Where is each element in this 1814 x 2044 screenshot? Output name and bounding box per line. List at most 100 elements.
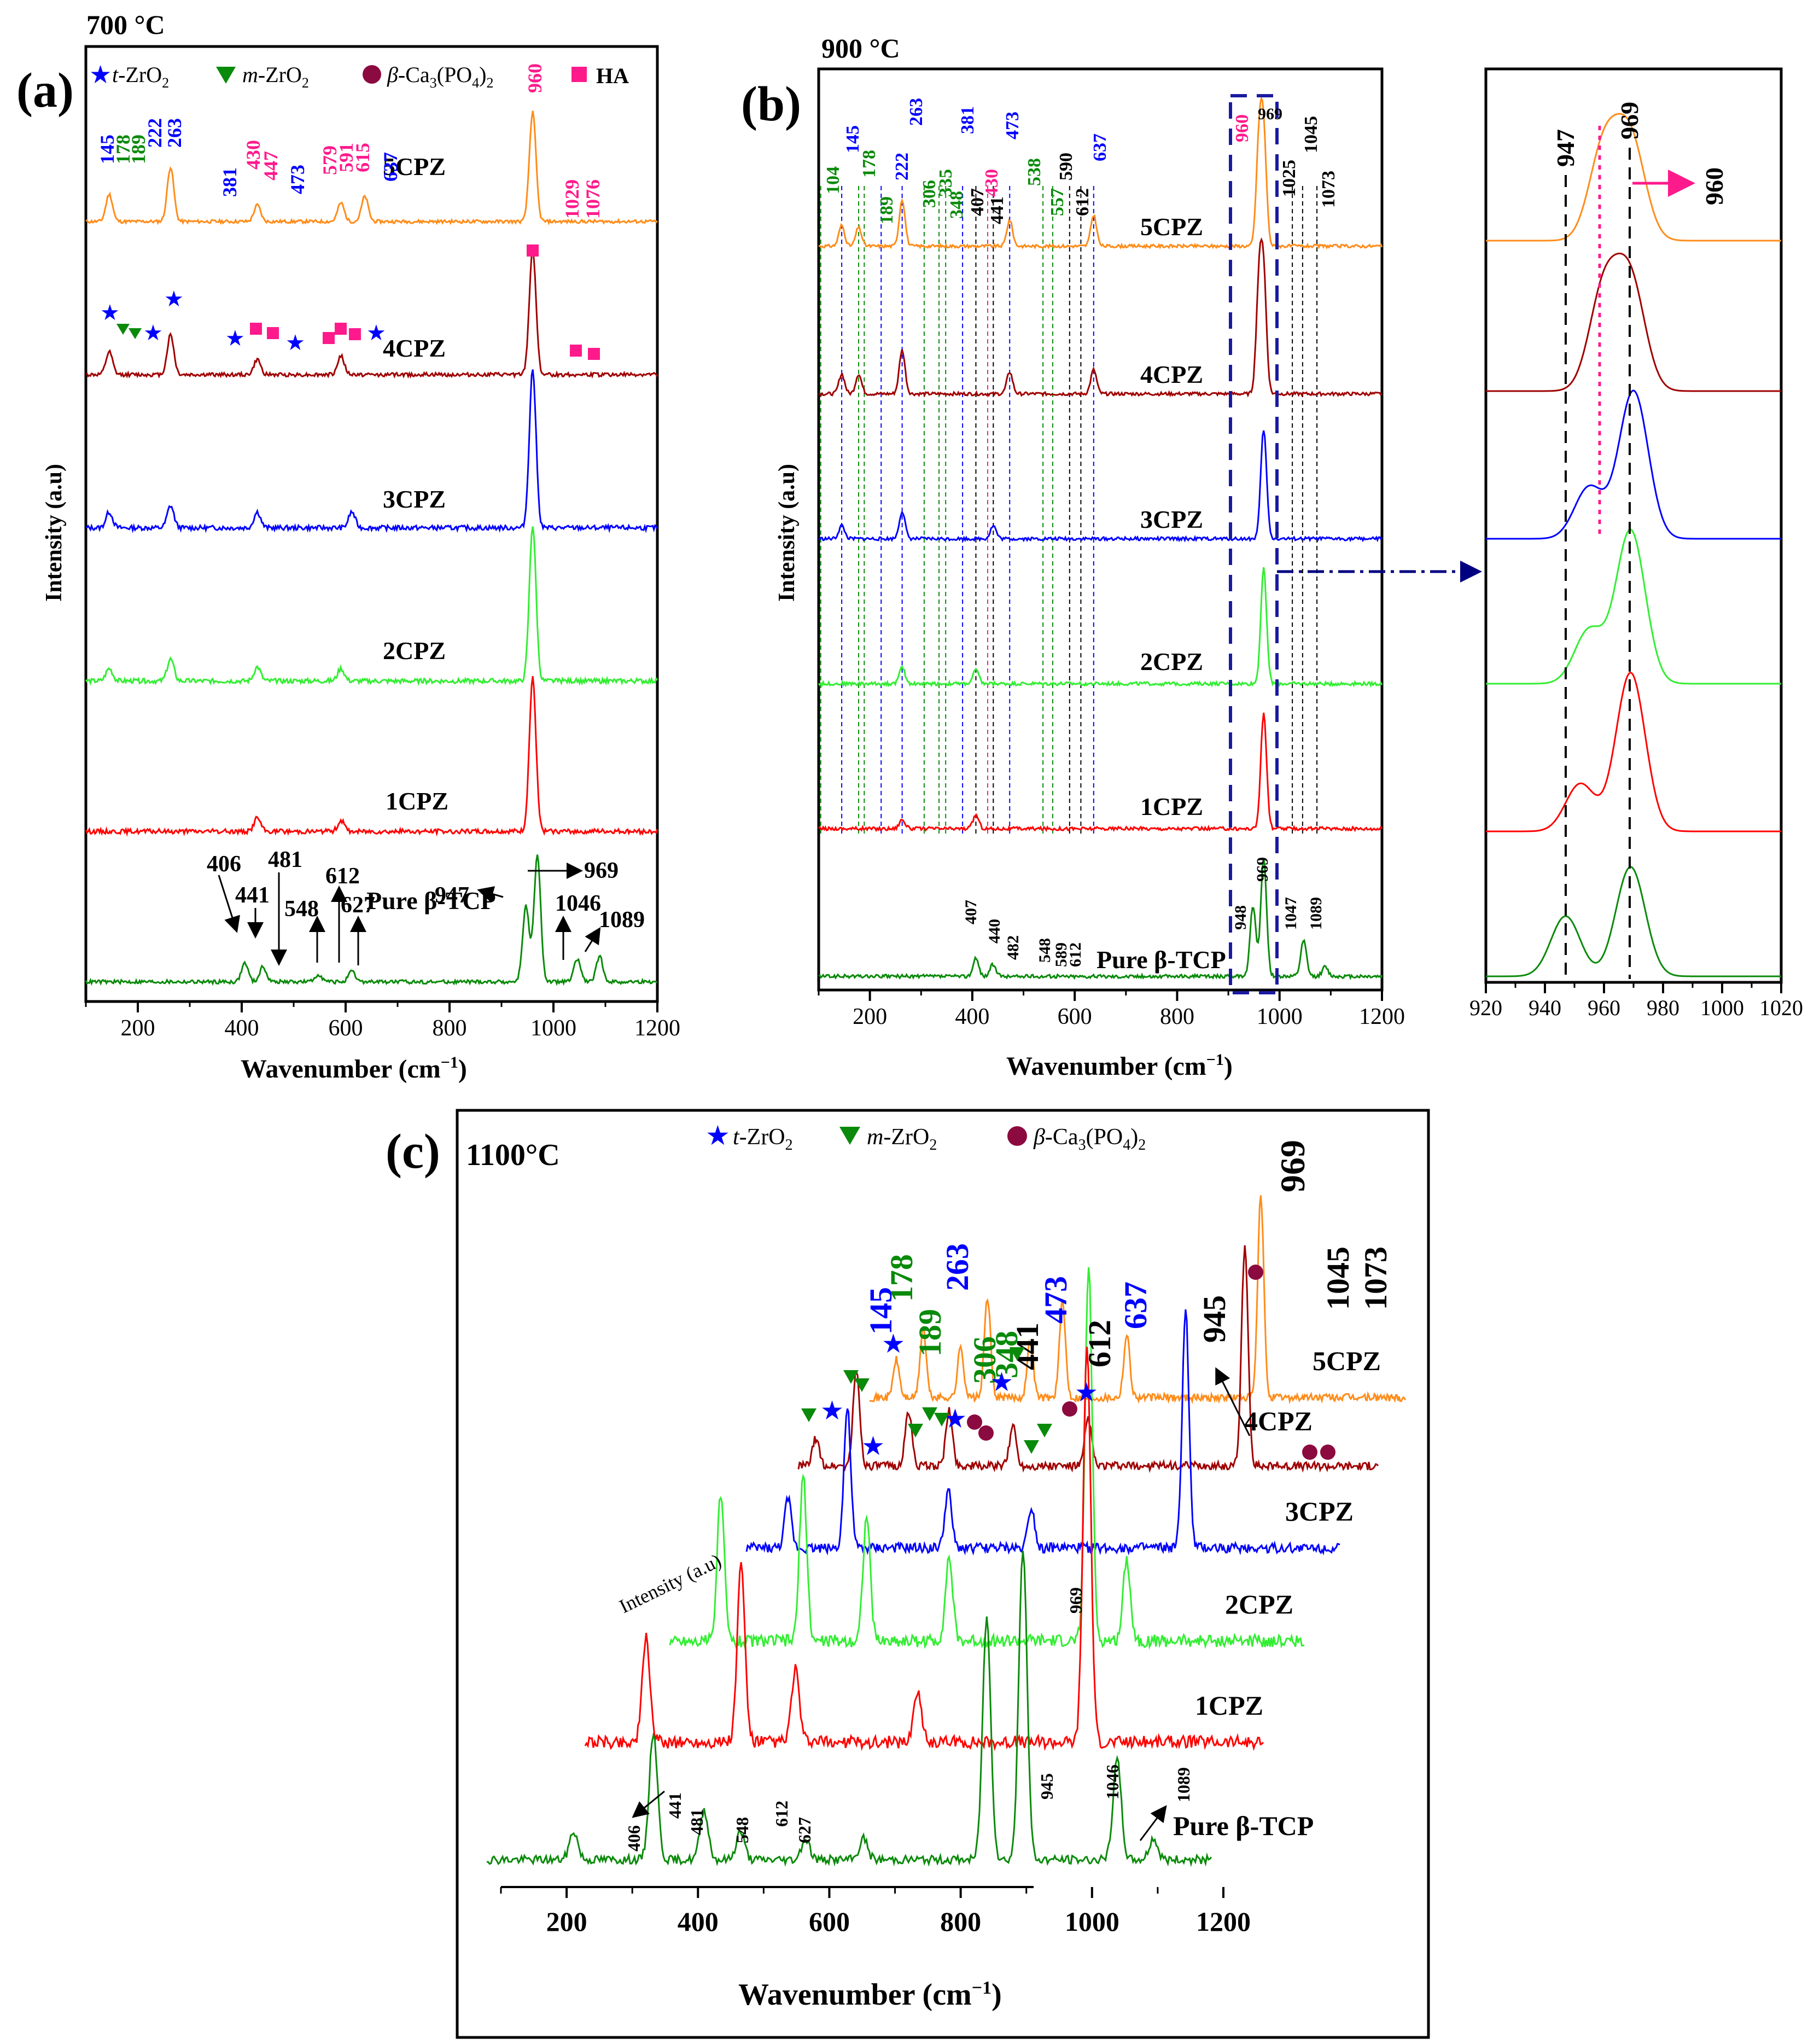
tcp-label-c-548: 548 xyxy=(732,1817,752,1843)
tcp-label-c-612: 612 xyxy=(772,1801,791,1827)
x-tick-label: 980 xyxy=(1647,995,1679,1020)
series-line xyxy=(818,237,1383,398)
panel-b-tcp-labels: 407 440 482 548 589 612 948 969 1047 108… xyxy=(962,857,1325,967)
star-icon: ★ xyxy=(990,1368,1013,1397)
peak-label-a-178: 178 xyxy=(112,135,134,164)
peak-label-b-590: 590 xyxy=(1056,153,1076,180)
triangle-icon xyxy=(116,324,130,335)
panel-a-frame xyxy=(84,45,659,1003)
series-label-4cpz-b: 4CPZ xyxy=(1140,360,1203,388)
c-label-1073: 1073 xyxy=(1358,1247,1393,1310)
c-label-1045: 1045 xyxy=(1320,1247,1356,1310)
x-tick-label: 200 xyxy=(853,1004,887,1029)
series-line xyxy=(1486,389,1781,540)
triangle-icon xyxy=(843,1370,859,1384)
triangle-icon xyxy=(922,1407,937,1421)
c-label-263: 263 xyxy=(940,1243,975,1291)
square-icon xyxy=(527,244,539,257)
legend-mzro2-label-c: m-ZrO2 xyxy=(867,1125,937,1154)
series-label-2cpz-c: 2CPZ xyxy=(1225,1589,1293,1620)
panel-a-legend: ★ t-ZrO2 m-ZrO2 β-Ca3(PO4)2 HA xyxy=(89,61,629,91)
series-line xyxy=(85,369,658,534)
panel-c-axis: 200 400 600 800 1000 1200 xyxy=(500,1886,1251,1937)
peak-label-b-178: 178 xyxy=(859,150,879,178)
series-label-2cpz-b: 2CPZ xyxy=(1140,648,1203,675)
panel-b-reference-lines xyxy=(820,186,1318,837)
c-label-189: 189 xyxy=(912,1309,948,1356)
panel-a-ylabel: Intensity (a.u) xyxy=(42,464,67,602)
panel-a-letter: (a) xyxy=(16,63,74,118)
panel-c-peak-labels: 145 178 189 263 306 348 441 473 612 637 … xyxy=(863,1140,1393,1384)
peak-label-a-145: 145 xyxy=(96,135,118,164)
square-icon xyxy=(588,348,600,360)
series-label-tcp-b: Pure β-TCP xyxy=(1096,946,1226,974)
peak-label-a-591: 591 xyxy=(335,143,357,172)
peak-label-b-441: 441 xyxy=(987,196,1007,224)
series-label-3cpz-b: 3CPZ xyxy=(1140,505,1203,533)
series-line xyxy=(1486,866,1781,977)
series-line xyxy=(818,858,1383,981)
tcp-label-c-969: 969 xyxy=(1066,1587,1086,1614)
panel-a-peak-labels: 145 178 189 222 263 381 430 447 473 579 … xyxy=(96,63,604,219)
peak-label-b-1025: 1025 xyxy=(1279,160,1299,197)
x-tick-label: 400 xyxy=(678,1906,719,1937)
series-line xyxy=(1486,252,1781,392)
peak-label-a-189: 189 xyxy=(127,135,149,164)
c-label-441: 441 xyxy=(1010,1323,1045,1370)
panel-b-peak-labels: 104 145 178 189 222 263 306 335 348 381 … xyxy=(823,98,1339,224)
legend-tcp-label: β-Ca3(PO4)2 xyxy=(387,62,493,91)
series-label-tcp-a: Pure β-TCP xyxy=(366,887,496,915)
peak-label-b-1045: 1045 xyxy=(1301,116,1321,153)
series-line xyxy=(869,1195,1407,1405)
circle-icon xyxy=(1248,1265,1263,1280)
peak-label-a-579: 579 xyxy=(319,145,341,175)
peak-label-a-637: 637 xyxy=(380,152,401,182)
peak-label-b-557: 557 xyxy=(1047,188,1068,216)
x-tick-label: 800 xyxy=(1160,1004,1194,1029)
circle-icon xyxy=(1302,1445,1317,1460)
panel-c-frame xyxy=(456,1109,1430,2039)
legend-star-icon: ★ xyxy=(89,61,112,89)
legend-circle-icon xyxy=(1007,1126,1027,1146)
series-label-3cpz-a: 3CPZ xyxy=(383,485,446,513)
triangle-icon xyxy=(801,1408,816,1422)
tcp-label-b-1047: 1047 xyxy=(1282,897,1300,930)
x-tick-label: 400 xyxy=(955,1004,989,1029)
legend-circle-icon xyxy=(363,65,381,84)
c-arrow-1089 xyxy=(1139,1805,1167,1841)
x-tick-label: 800 xyxy=(940,1906,981,1937)
series-line xyxy=(818,567,1383,688)
panel-c-curves xyxy=(486,1195,1407,1867)
triangle-icon xyxy=(908,1424,923,1437)
inset-labels: 947 969 960 xyxy=(1551,102,1728,205)
panel-b-xlabel: Wavenumber (cm−1) xyxy=(1006,1051,1233,1081)
series-line xyxy=(818,712,1383,832)
x-tick-label: 1000 xyxy=(1257,1004,1303,1029)
tcp-label-a-1089: 1089 xyxy=(599,907,645,933)
tcp-label-a-481: 481 xyxy=(268,847,302,872)
series-line xyxy=(1486,113,1781,242)
x-tick-label: 1000 xyxy=(530,1016,576,1041)
peak-label-b-335: 335 xyxy=(936,169,956,197)
panel-b-frame xyxy=(817,67,1384,992)
square-icon xyxy=(349,328,361,340)
series-line xyxy=(85,526,658,686)
peak-label-b-637: 637 xyxy=(1090,133,1110,161)
panel-a-curves xyxy=(85,110,658,986)
x-tick-label: 1000 xyxy=(1065,1906,1119,1937)
c-label-637: 637 xyxy=(1118,1282,1153,1329)
x-tick-label: 600 xyxy=(329,1016,363,1041)
panel-b-series-labels: 5CPZ 4CPZ 3CPZ 2CPZ 1CPZ Pure β-TCP xyxy=(1096,213,1226,974)
inset-label-969: 969 xyxy=(1615,102,1643,139)
panel-b-axis: 200 400 600 800 1000 1200 xyxy=(818,990,1405,1029)
c-label-473: 473 xyxy=(1038,1276,1074,1324)
square-icon xyxy=(250,323,262,335)
panel-c-xlabel: Wavenumber (cm−1) xyxy=(738,1978,1002,2012)
circle-icon xyxy=(967,1414,982,1430)
panel-b-temperature: 900 °C xyxy=(821,33,900,63)
peak-label-b-969: 969 xyxy=(1258,105,1282,123)
star-icon: ★ xyxy=(366,321,386,345)
peak-label-a-430: 430 xyxy=(242,140,264,170)
series-label-2cpz-a: 2CPZ xyxy=(383,637,446,665)
series-label-5cpz-b: 5CPZ xyxy=(1140,213,1203,241)
